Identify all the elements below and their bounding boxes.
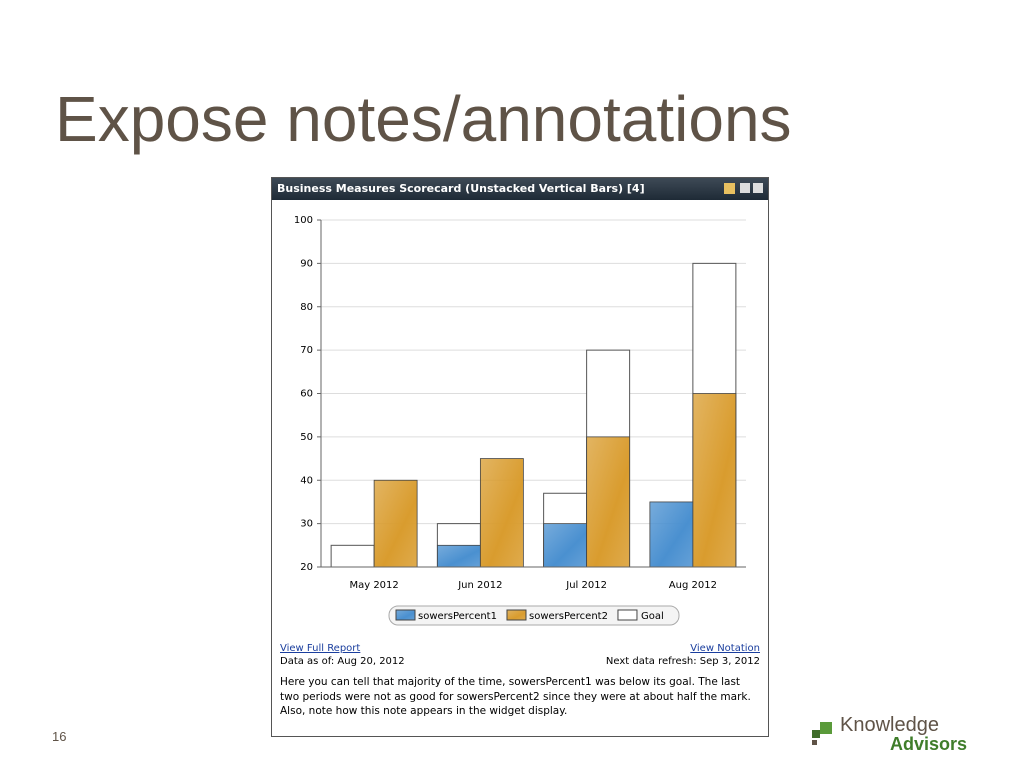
x-tick-label: Jul 2012 xyxy=(565,580,607,591)
chart: 20 30 40 50 60 70 80 90 100 May 2012 Jun 2012 Jul 2… xyxy=(294,215,746,626)
bar xyxy=(692,393,737,568)
minimize-button[interactable] xyxy=(740,183,750,193)
legend-swatch xyxy=(506,609,527,621)
slide-title: Expose notes/annotations xyxy=(55,83,792,155)
bar xyxy=(436,544,481,568)
y-tick-label: 40 xyxy=(300,475,313,486)
bar xyxy=(586,436,631,568)
logo-text: Advisors xyxy=(890,734,968,754)
y-tick-label: 90 xyxy=(300,258,313,269)
edit-icon[interactable] xyxy=(724,183,735,194)
legend-box xyxy=(388,605,680,626)
view-report-link[interactable]: View Full Report xyxy=(280,643,361,654)
y-tick-label: 30 xyxy=(300,519,313,530)
y-tick-label: 60 xyxy=(300,389,313,400)
y-tick-label: 70 xyxy=(300,345,313,356)
x-tick-label: Aug 2012 xyxy=(669,580,717,591)
logo-text: Knowledge xyxy=(840,714,939,736)
bar xyxy=(373,479,418,568)
logo-icon xyxy=(812,722,836,746)
note: Here you can tell that majority of the t… xyxy=(280,676,751,717)
goal-bar xyxy=(330,544,375,568)
next-refresh: Next data refresh: Sep 3, 2012 xyxy=(605,656,760,667)
legend-swatch xyxy=(395,609,416,621)
y-tick-label: 100 xyxy=(294,215,313,226)
legend-label: sowersPercent2 xyxy=(529,611,608,622)
bar xyxy=(649,501,694,568)
page-number: 16 xyxy=(52,729,67,744)
data-as-of: Data as of: Aug 20, 2012 xyxy=(280,656,405,667)
widget-title-text: Business Measures Scorecard (Unstacked V… xyxy=(277,182,645,195)
bar xyxy=(543,523,588,568)
legend-swatch xyxy=(617,609,638,621)
close-button[interactable] xyxy=(753,183,763,193)
widget-title: Business Measures Scorecard (Unstacked V… xyxy=(272,178,768,200)
y-tick-label: 50 xyxy=(300,432,313,443)
y-tick-label: 80 xyxy=(300,302,313,313)
legend-label: Goal xyxy=(641,611,664,622)
legend-label: sowersPercent1 xyxy=(418,611,497,622)
view-notation-link[interactable]: View Notation xyxy=(690,643,760,654)
x-tick-label: May 2012 xyxy=(349,580,398,591)
x-tick-label: Jun 2012 xyxy=(457,580,502,591)
widget: Business Measures Scorecard (Unstacked V… xyxy=(271,177,769,737)
y-tick-label: 20 xyxy=(300,562,313,573)
bar xyxy=(479,458,524,568)
